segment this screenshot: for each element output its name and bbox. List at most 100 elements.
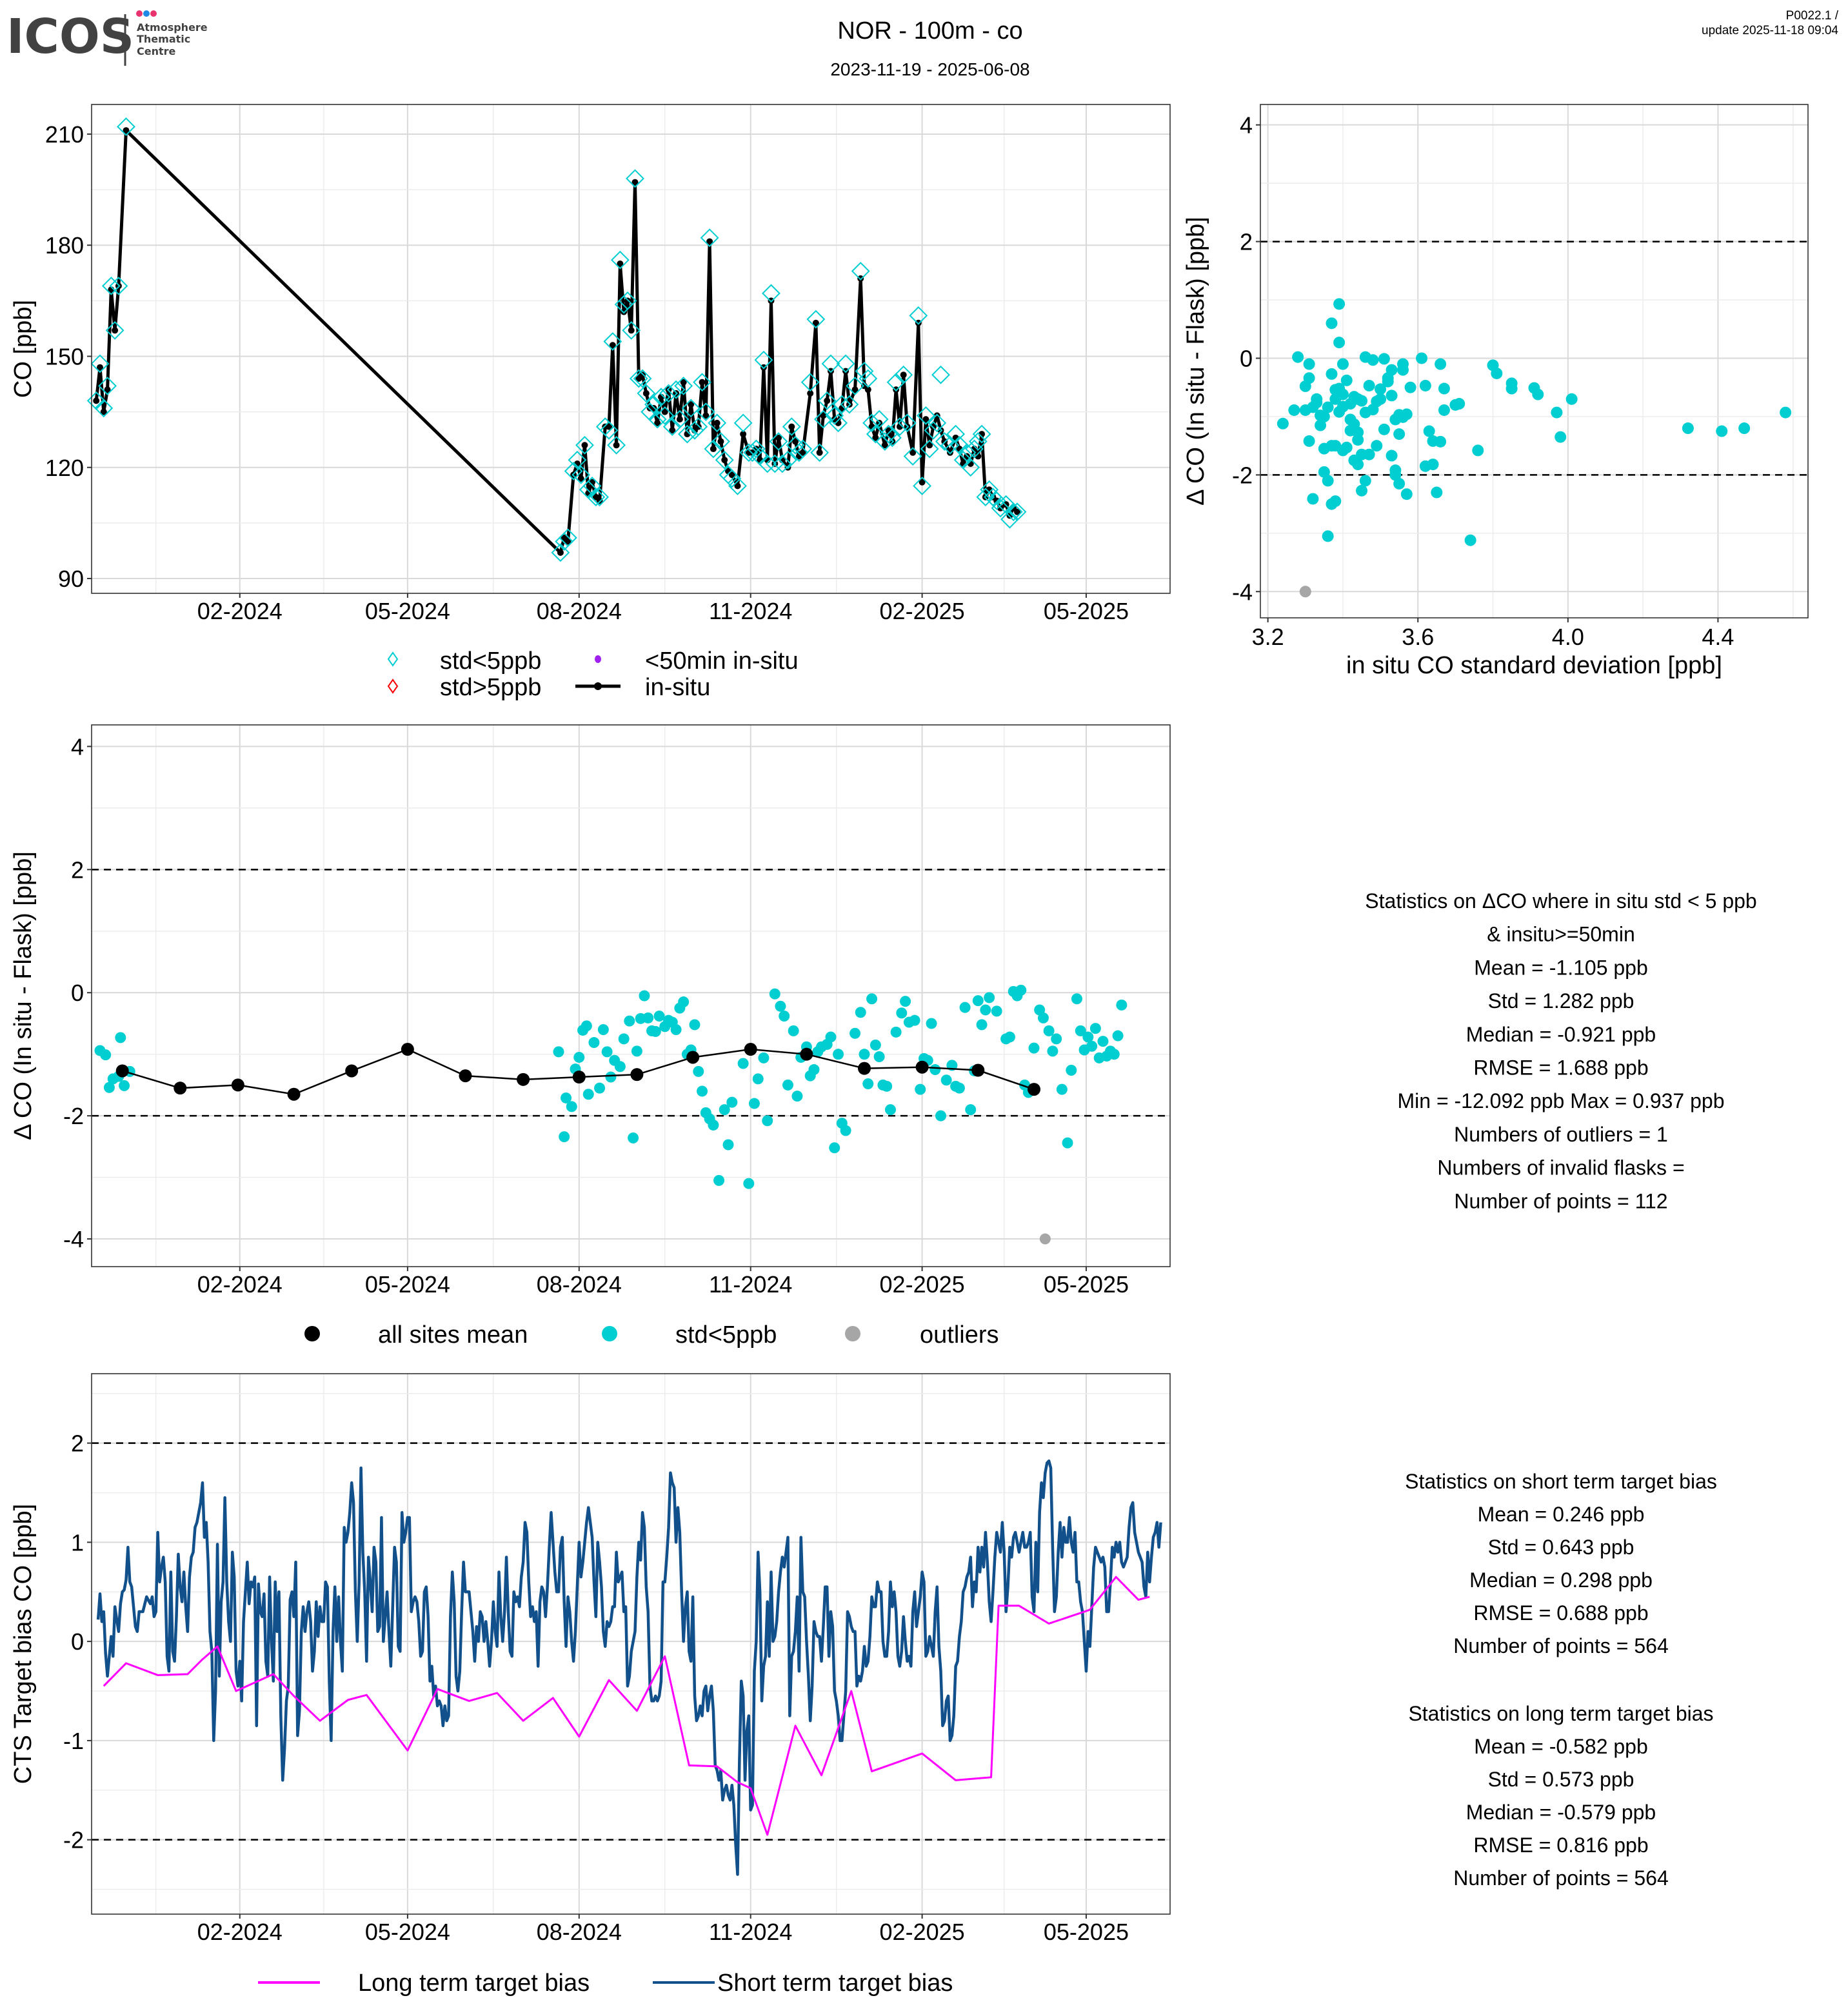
x-tick-label: 4.0	[1552, 624, 1584, 650]
flask-diamond-point	[987, 491, 1006, 510]
delta-point	[1004, 1031, 1015, 1043]
flask-diamond-point	[666, 380, 686, 399]
target-bias-statistics: Statistics on short term target bias Mean…	[1405, 1470, 1717, 1890]
plot-frame	[91, 104, 1171, 594]
long-term-stats-line: Median = -0.579 ppb	[1466, 1801, 1656, 1824]
delta-point	[697, 1085, 708, 1097]
insitu-point	[650, 404, 657, 411]
flask-diamond-point	[825, 406, 844, 425]
insitu-point	[639, 371, 646, 379]
x-tick-label: 02-2024	[197, 1271, 283, 1298]
flask-diamond-point	[920, 439, 939, 459]
x-tick-label: 05-2025	[1044, 1919, 1129, 1945]
scatter-point	[1359, 475, 1371, 487]
flask-diamond-point	[762, 284, 780, 303]
delta-point	[775, 1000, 786, 1012]
insitu-point	[728, 471, 735, 479]
flask-diamond-point	[817, 391, 837, 410]
x-tick-label: 4.4	[1702, 624, 1734, 650]
scatter-point	[1386, 364, 1398, 376]
delta-statistics: Statistics on ΔCO where in situ std < 5 …	[1365, 889, 1756, 1212]
delta-point	[869, 1039, 881, 1051]
flask-diamond-point	[633, 369, 652, 388]
flask-diamond-point	[886, 373, 906, 392]
flask-diamond-point	[655, 406, 675, 425]
delta-point	[605, 1071, 617, 1083]
insitu-point	[933, 412, 940, 419]
insitu-point	[799, 449, 806, 456]
legend-label-all-sites-mean: all sites mean	[378, 1321, 528, 1349]
flask-diamond-point	[846, 377, 864, 395]
delta-timeseries-panel: -4 -2 0 2 4 02-2024 05-2024 08-2024 11-2024 02-20…	[10, 724, 1171, 1298]
delta-point	[573, 1051, 585, 1063]
flask-diamond-point	[882, 428, 902, 448]
scatter-point	[1491, 367, 1503, 379]
std-scatter-panel: -4 -2 0 2 4 3.2 3.6 4.0 4.4 Δ CO (In situ - Flask…	[1182, 104, 1809, 679]
delta-point	[678, 996, 690, 1008]
scatter-point	[1551, 406, 1563, 419]
insitu-point	[717, 438, 724, 445]
y-axis-label: CO [ppb]	[10, 300, 37, 398]
scatter-point	[1780, 406, 1792, 419]
short-term-stats-line: Std = 0.643 ppb	[1488, 1536, 1634, 1559]
x-tick-label: 05-2024	[365, 1919, 450, 1945]
delta-point	[748, 1098, 760, 1109]
insitu-point	[115, 282, 122, 290]
delta-point	[1082, 1031, 1094, 1043]
delta-point	[566, 1101, 577, 1112]
y-tick-label: -4	[63, 1226, 84, 1252]
insitu-point	[665, 386, 672, 393]
y-tick-label: 2	[71, 1430, 84, 1457]
insitu-point	[915, 319, 922, 326]
flask-diamond-point	[722, 469, 742, 488]
insitu-point	[824, 397, 831, 404]
delta-point	[737, 1058, 749, 1069]
delta-point	[1043, 1025, 1055, 1036]
flask-diamond-point	[758, 454, 777, 473]
insitu-point	[909, 449, 917, 456]
insitu-point	[564, 538, 571, 545]
delta-legend: all sites mean std<5ppb outliers	[304, 1321, 999, 1349]
logo-wordmark: ICOS	[6, 9, 134, 64]
x-tick-label: 3.6	[1402, 624, 1434, 650]
timeseries-legend: std<5ppb std>5ppb <50min in-situ in-situ	[387, 648, 799, 701]
short-term-bias-line	[96, 1459, 1162, 1876]
delta-point	[722, 1139, 734, 1151]
flask-diamond-point	[814, 410, 833, 429]
short-term-stats-line: Mean = 0.246 ppb	[1478, 1503, 1645, 1526]
logo-line-2: Thematic	[137, 33, 190, 45]
scatter-point	[1393, 477, 1406, 489]
stats-line: Mean = -1.105 ppb	[1474, 956, 1648, 979]
flask-diamond-point	[610, 250, 630, 270]
scatter-point	[1336, 358, 1349, 370]
flask-diamond-point	[689, 417, 708, 437]
delta-point	[719, 1104, 730, 1116]
delta-point	[984, 992, 995, 1004]
delta-point	[900, 996, 911, 1007]
insitu-point	[631, 179, 639, 186]
scatter-point	[1416, 352, 1428, 364]
delta-point	[597, 1024, 609, 1035]
y-tick-label: -2	[63, 1827, 84, 1854]
insitu-point	[771, 460, 779, 468]
x-tick-label: 02-2024	[197, 598, 283, 624]
delta-point	[743, 1178, 755, 1189]
insitu-point	[680, 379, 687, 386]
y-tick-label: 120	[45, 455, 84, 481]
scatter-point	[1375, 383, 1387, 395]
insitu-point	[900, 371, 907, 379]
flask-diamond-point	[101, 276, 121, 295]
insitu-point	[740, 431, 747, 438]
long-term-stats-line: Mean = -0.582 ppb	[1474, 1735, 1648, 1758]
x-tick-label: 05-2024	[365, 1271, 450, 1298]
delta-point	[601, 1046, 613, 1058]
insitu-point	[857, 275, 864, 282]
delta-point	[115, 1032, 126, 1043]
flask-diamond-point	[829, 413, 848, 433]
insitu-point	[613, 442, 620, 449]
flask-diamond-point	[555, 532, 574, 551]
insitu-point	[710, 446, 717, 453]
target-bias-legend: Long term target bias Short term target …	[258, 1970, 953, 1997]
legend-cyan-diamond-icon	[387, 651, 399, 667]
scatter-point	[1322, 401, 1334, 413]
